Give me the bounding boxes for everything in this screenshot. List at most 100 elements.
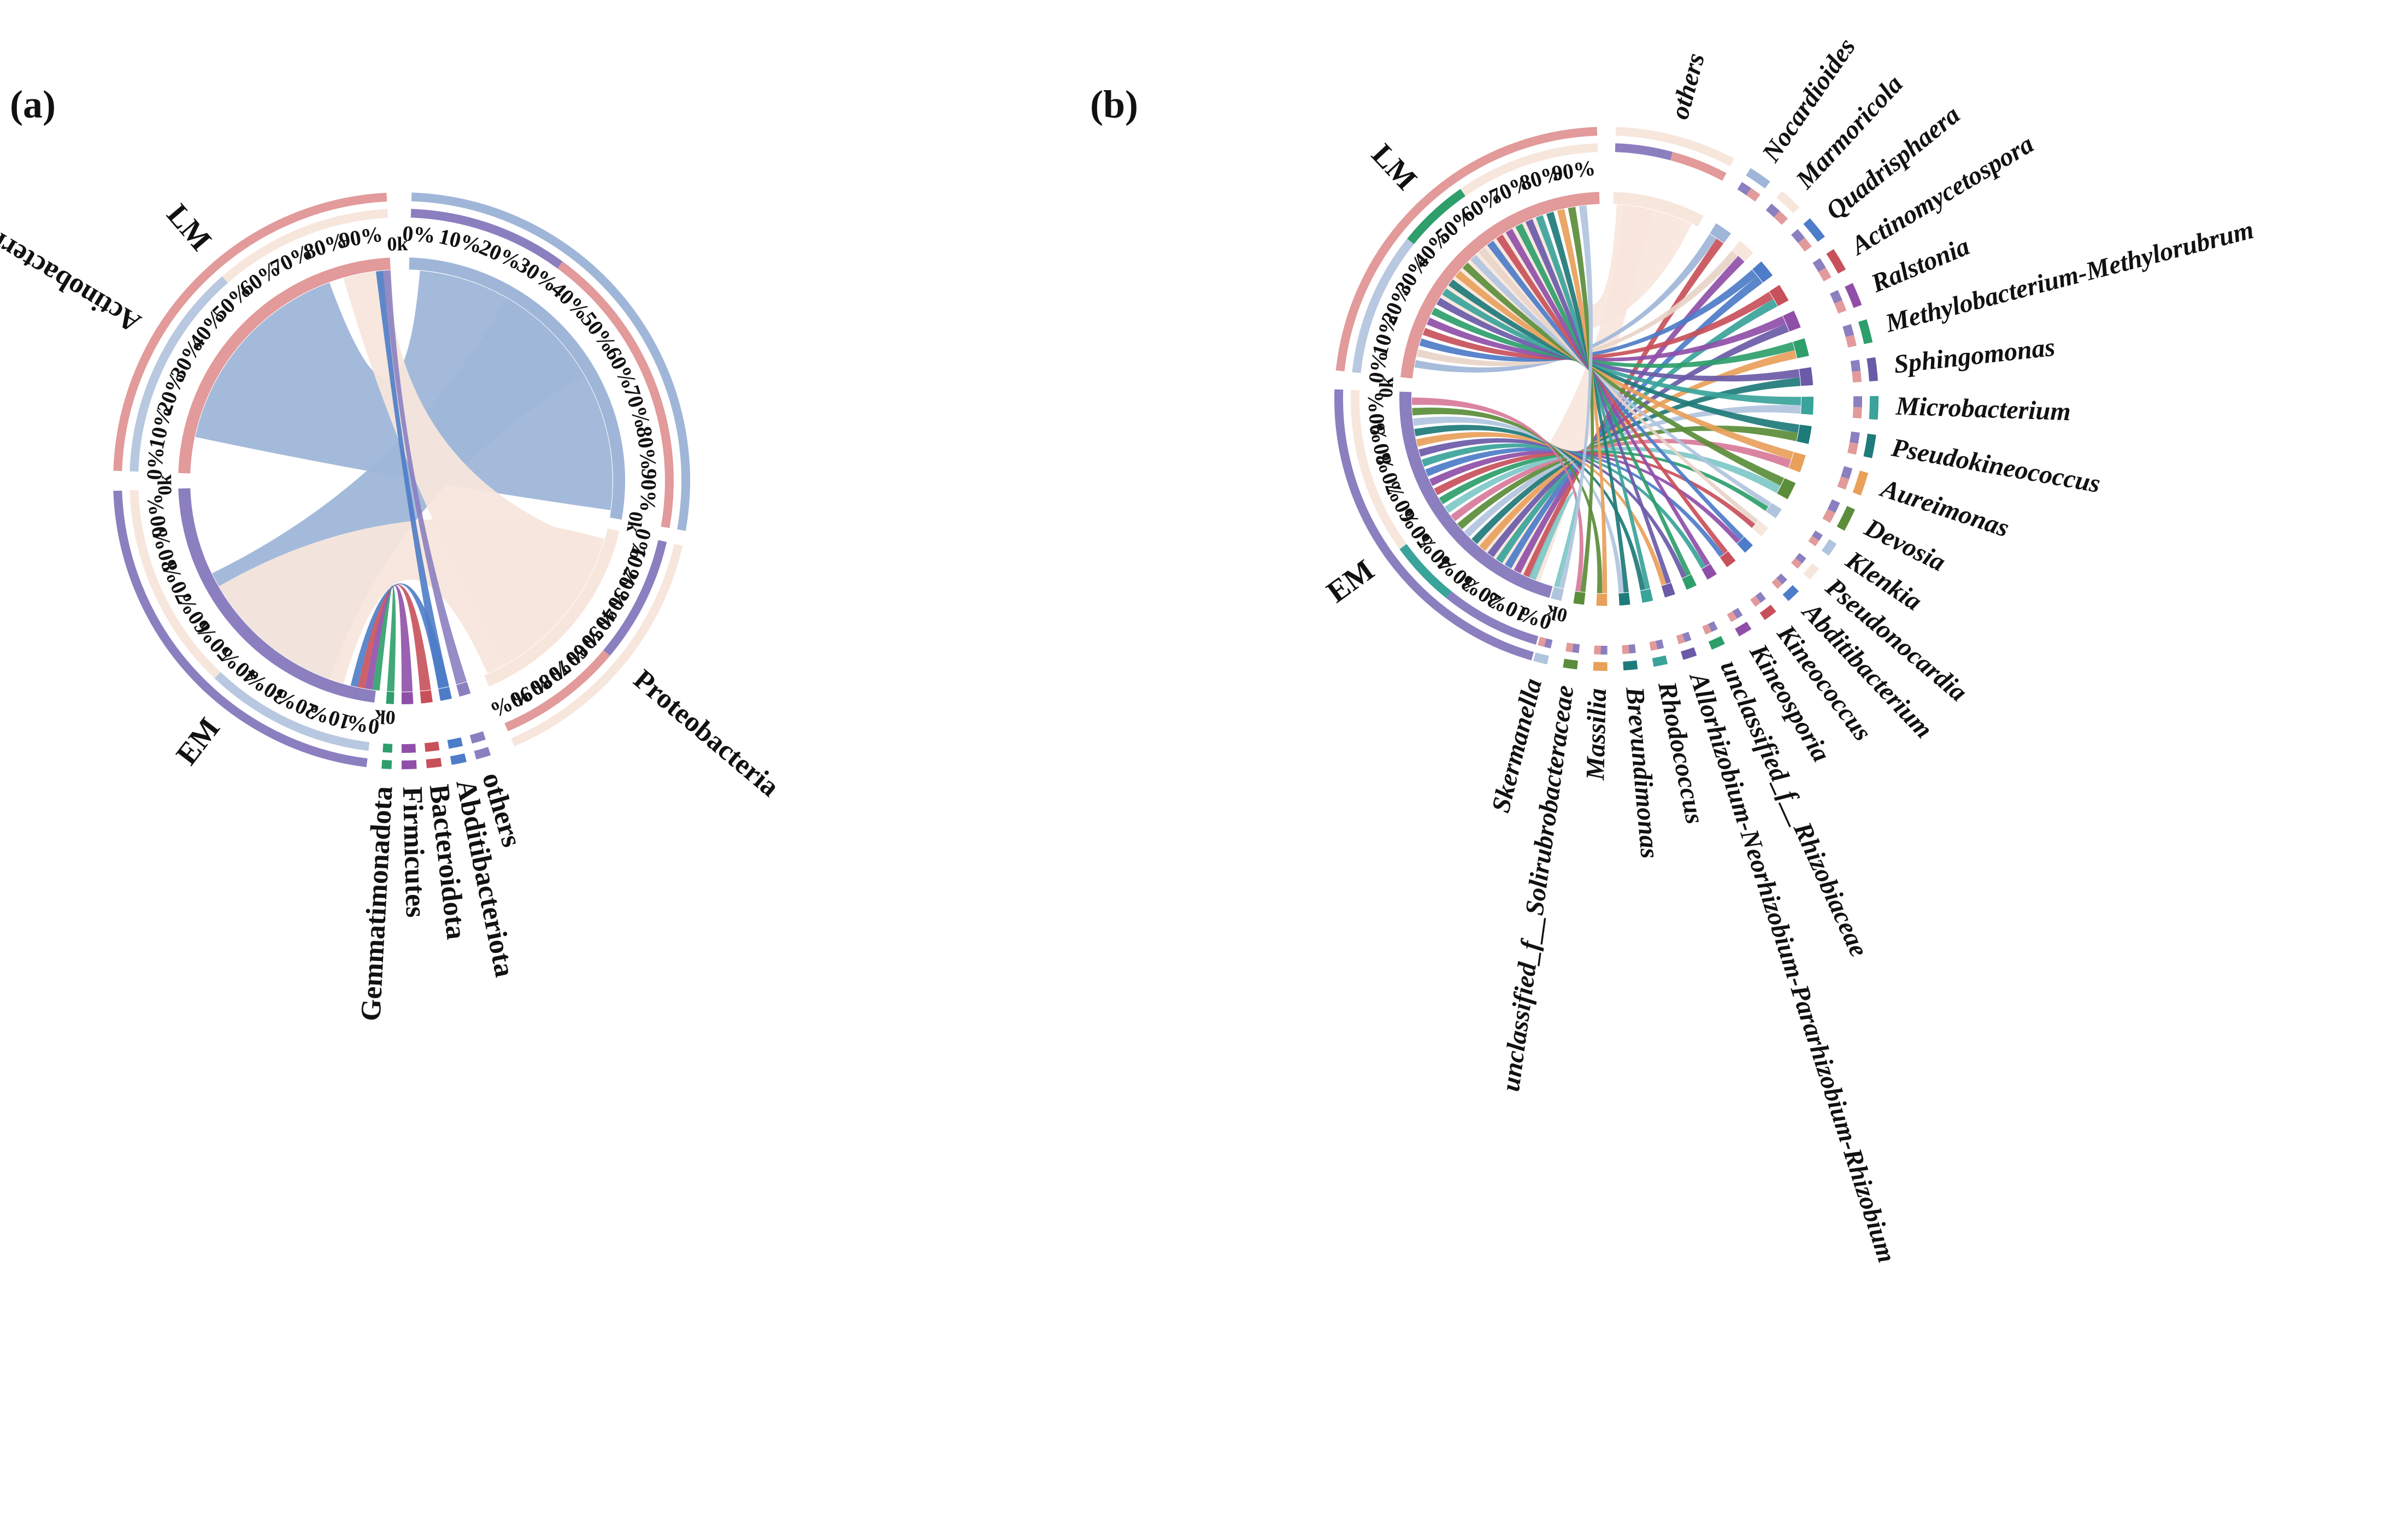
segment-outer-ring [1593,662,1608,671]
segment-composition-bar [1399,544,1452,598]
segment-outer-ring [1826,249,1846,274]
segment-composition-bar [469,731,486,744]
segment-outer-ring [1652,655,1668,667]
segment-composition-bar [1702,623,1712,635]
percent-tick-label: 90% [142,492,172,539]
chord-link [357,584,431,691]
segment-outer-ring [1334,389,1534,661]
segment-inner-ring [1702,564,1717,580]
segment-outer-ring [1623,660,1638,671]
segment-composition-bar [1572,643,1580,653]
taxon-label: Massilia [1581,688,1612,781]
group-label-em: EM [169,711,226,771]
segment-inner-ring [1661,582,1675,598]
segment-inner-ring [1793,338,1809,358]
segment-composition-bar [603,540,667,656]
chord-link [350,583,449,689]
segment-composition-bar [1798,237,1812,252]
segment-inner-ring [1573,591,1586,605]
segment-composition-bar [1829,290,1842,304]
chord-link [1414,234,1717,373]
segment-composition-bar [1656,639,1664,650]
segment-inner-ring [484,528,620,687]
segment-outer-ring [1746,168,1770,189]
segment-outer-ring [1821,539,1837,556]
segment-inner-ring [1797,425,1812,444]
segment-composition-bar [1446,591,1539,645]
segment-composition-bar [1852,370,1862,383]
segment-composition-bar [1822,509,1835,523]
segment-inner-ring [420,690,433,704]
panel-b-chord-diagram: others NocardioidesMarmoricolaQuadrisphae… [1321,33,2257,1266]
taxon-label-firmicutes: Firmicutes [397,786,431,918]
chord-link [372,585,396,692]
chord-link [1559,205,1593,589]
chord-link [1464,405,1801,537]
segment-outer-ring [1708,635,1725,650]
chord-link [1523,238,1724,578]
segment-outer-ring [426,758,442,768]
segment-composition-bar [1750,596,1761,607]
segment-inner-ring [1765,503,1782,519]
chord-link [1457,426,1798,529]
chord-link [1478,247,1759,525]
segment-inner-ring [1613,192,1704,227]
segment-inner-ring [438,687,452,701]
segment-outer-ring [1858,319,1873,344]
segment-inner-ring [409,257,625,520]
chord-link [1535,215,1651,590]
segment-inner-ring [1720,551,1736,568]
panel-b-label: (b) [1090,83,1138,126]
taxon-label-proteobacteria: Proteobacteria [628,664,785,803]
k-tick-label: 0k [1544,601,1569,627]
segment-composition-bar [1795,552,1806,564]
segment-outer-ring [1845,282,1862,308]
taxon-label-gemmatimonadota: Gemmatimonadota [355,786,398,1022]
segment-composition-bar [382,743,393,753]
segment-composition-bar [1732,608,1743,619]
percent-tick-label: 90% [1363,391,1390,436]
segment-composition-bar [1812,258,1826,272]
percent-tick-label: 0% [402,221,436,248]
segment-inner-ring [1400,192,1600,379]
segment-composition-bar [410,209,563,269]
chord-link [1412,416,1624,593]
chord-link [364,585,413,692]
segment-outer-ring [1852,470,1869,496]
segment-outer-ring [401,760,417,770]
segment-composition-bar [1676,634,1685,644]
segment-composition-bar [129,276,228,472]
segment-outer-ring [381,759,392,769]
segment-inner-ring [1640,588,1653,603]
segment-composition-bar [1565,643,1574,652]
segment-composition-bar [1544,638,1553,649]
k-tick-label: 0k [387,233,408,255]
segment-inner-ring [1399,391,1553,598]
segment-composition-bar [1841,466,1853,479]
segment-composition-bar [1737,182,1752,196]
segment-inner-ring [456,682,471,697]
segment-composition-bar [1622,645,1629,655]
chord-link [1568,207,1594,592]
percent-tick-label: 90% [635,468,662,513]
segment-inner-ring [1752,261,1773,283]
taxon-label: Allorhizobium-Neorhizobium-Pararhizobium… [1683,668,1901,1266]
segment-outer-ring [411,192,690,531]
segment-composition-bar [401,744,416,753]
segment-composition-bar [424,741,440,752]
segment-inner-ring [1800,397,1814,415]
chord-link [1546,211,1629,593]
chord-link [1462,262,1785,486]
segment-inner-ring [1682,574,1697,590]
percent-tick-label: 90% [337,221,384,253]
segment-outer-ring [1836,506,1855,531]
segment-composition-bar [1755,592,1766,603]
panel-a-chord-diagram: 0% 10%20%30%40%50%60%70%80%90%0kActinobac… [0,192,785,1022]
percent-tick-label: 80% [632,425,662,472]
segment-composition-bar [1538,637,1546,647]
segment-outer-ring [1533,652,1549,665]
segment-composition-bar [1847,442,1858,455]
k-tick-label: 0k [374,705,396,729]
percent-tick-label: 0% [142,446,168,481]
